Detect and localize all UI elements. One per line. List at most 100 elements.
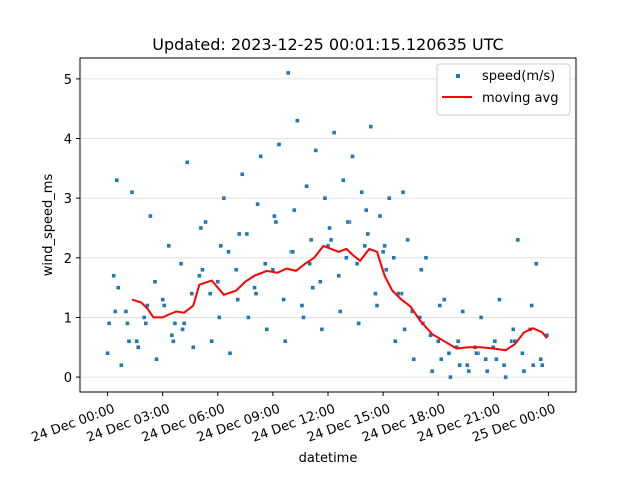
scatter-point [511,327,516,332]
scatter-point [350,154,355,159]
y-tick-label: 1 [64,311,72,326]
scatter-point [483,356,488,362]
scatter-point [442,297,447,302]
scatter-point [200,267,205,272]
scatter-point [292,207,297,213]
scatter-point [113,309,118,314]
scatter-point [258,154,263,159]
scatter-point [344,255,349,261]
y-tick-label: 0 [64,371,72,386]
scatter-point [237,231,242,237]
scatter-point [197,273,202,278]
x-axis-label: datetime [299,451,358,466]
scatter-point [520,351,525,356]
scatter-point [466,368,472,374]
y-tick-label: 4 [64,133,72,148]
scatter-point [373,291,378,296]
scatter-point [299,303,305,308]
scatter-point [460,309,465,314]
moving-average-line-layer [131,244,548,352]
scatter-point [135,345,141,350]
scatter-point [411,356,416,362]
scatter-point [380,249,386,255]
scatter-point [318,279,323,284]
scatter-point [322,195,328,201]
scatter-point [304,184,309,189]
scatter-point [172,321,178,326]
y-axis-ticks: 0 1 2 3 4 5 [64,73,80,386]
y-tick-label: 3 [64,192,72,207]
legend-box [436,63,571,116]
scatter-point [198,225,204,231]
scatter-point [374,303,380,308]
scatter-point [465,362,470,368]
scatter-point [215,279,220,284]
scatter-point [148,213,153,219]
scatter-point [515,237,521,243]
scatter-point [345,219,351,225]
scatter-point [181,321,187,326]
y-tick-label: 5 [64,73,72,88]
scatter-point [178,261,184,266]
scatter-point [423,255,429,261]
scatter-point [116,285,121,290]
scatter-point [354,261,360,266]
scatter-point [105,351,110,356]
scatter-point [540,362,545,368]
scatter-point [383,267,389,272]
scatter-point [338,309,343,314]
legend: speed(m/s) moving avg [436,63,571,116]
scatter-point [336,273,341,278]
legend-label-moving-avg: moving avg [482,91,558,106]
scatter-point [478,315,484,320]
scatter-point [285,70,291,76]
scatter-point [359,189,364,195]
scatter-point [281,297,286,302]
scatter-point [191,345,196,350]
scatter-point [400,189,406,195]
scatter-point [474,351,479,356]
scatter-point [529,303,534,308]
scatter-point [308,237,314,243]
scatter-point [125,321,130,326]
scatter-point [501,362,507,368]
scatter-point [327,225,332,231]
scatter-point [391,255,397,261]
y-axis-label: wind_speed_ms [41,174,56,277]
scatter-point [356,321,361,326]
scatter-point [437,303,442,308]
scatter-point [538,356,543,362]
scatter-point [218,243,224,249]
scatter-point [419,267,424,272]
scatter-point [154,356,159,362]
scatter-point [497,297,502,302]
scatter-point [310,285,315,290]
scatter-point [203,219,208,225]
scatter-point [503,374,508,380]
y-tick-label: 2 [64,252,72,267]
scatter-point [405,237,410,243]
scatter-point [341,178,346,183]
scatter-point [365,231,371,237]
scatter-point [152,279,158,284]
scatter-point [429,368,435,374]
scatter-point [129,189,135,195]
scatter-point [328,237,334,243]
scatter-point [530,362,536,368]
scatter-point [439,356,444,362]
scatter-point [273,219,279,225]
scatter-point [290,249,295,255]
scatter-point [126,339,132,344]
scatter-point [253,291,259,296]
scatter-point [492,339,498,344]
scatter-point [364,207,369,213]
scatter-point [217,315,222,320]
scatter-point [106,321,112,326]
scatter-point [142,315,147,320]
scatter-point [494,356,499,362]
scatter-point [446,351,452,356]
moving-average-line [131,244,548,352]
scatter-point [233,267,239,272]
scatter-point [209,339,214,344]
scatter-point [436,339,441,344]
